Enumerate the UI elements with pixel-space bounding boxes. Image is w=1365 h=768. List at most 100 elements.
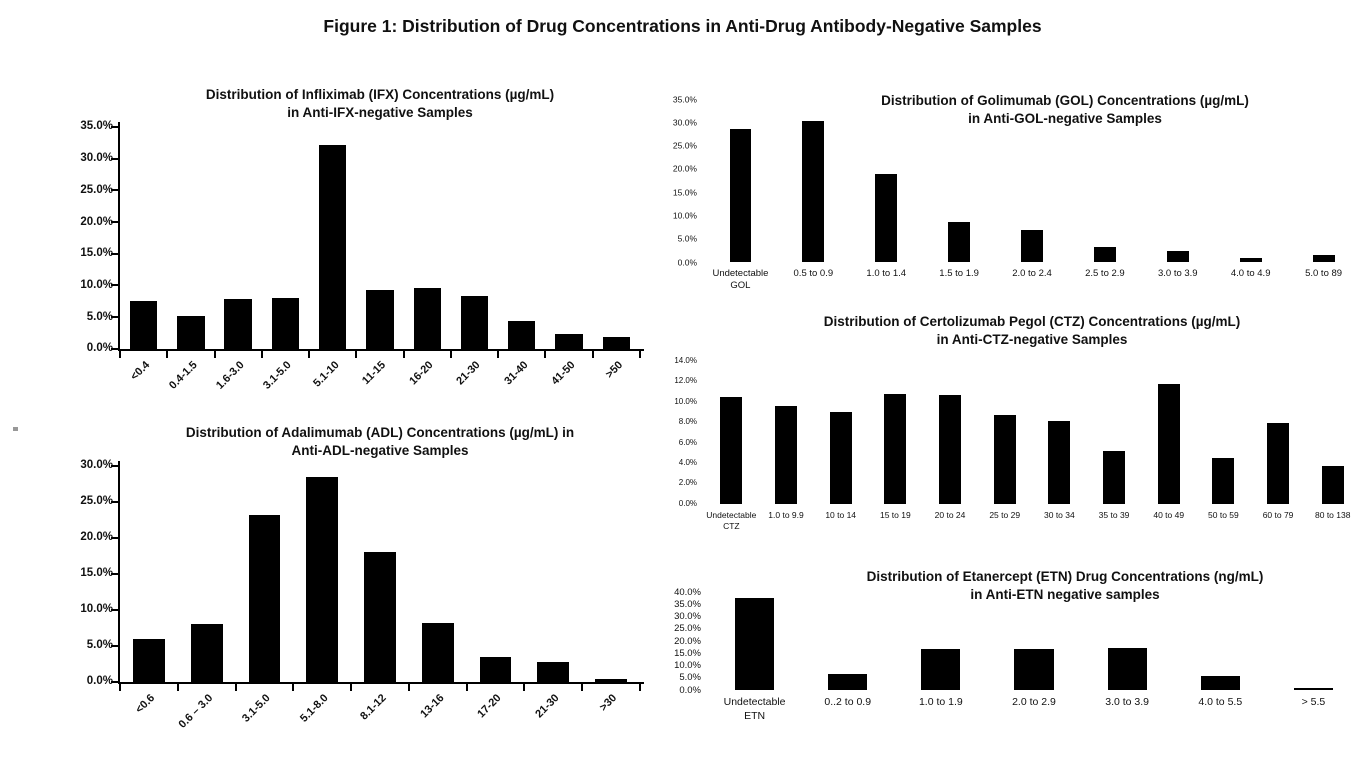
ctz-plot [704, 361, 1360, 504]
bar-slot [120, 127, 167, 349]
x-category-label: <0.6 [133, 691, 158, 716]
y-tick-label: 35.0% [674, 598, 701, 610]
x-axis-tick [234, 683, 237, 691]
x-axis-tick [449, 350, 452, 358]
x-category-label: 5.1-10 [310, 358, 342, 390]
gol-plot [704, 99, 1360, 262]
x-axis-tick [260, 350, 263, 358]
etn-bar-1 [828, 673, 868, 690]
x-axis-tick [639, 683, 641, 691]
x-axis-tick [166, 350, 169, 358]
gol-bar-1 [802, 121, 825, 262]
x-axis-tick [639, 350, 641, 358]
ctz-bar-0 [720, 396, 743, 504]
y-tick-label: 15.0% [672, 186, 697, 197]
ifx-bar-10 [602, 336, 630, 349]
ctz-bar-5 [993, 415, 1016, 504]
adl-chart-title: Distribution of Adalimumab (ADL) Concent… [120, 424, 640, 460]
bar-slot [813, 361, 868, 504]
ctz-bar-2 [829, 411, 852, 504]
bar-slot [777, 99, 850, 262]
x-category-label: 5.1-8.0 [298, 691, 331, 725]
x-category-label: 20 to 24 [934, 509, 966, 520]
x-category-label: 1.0 to 9.9 [768, 509, 804, 520]
x-axis-line [118, 348, 644, 351]
y-axis-tick [111, 316, 120, 319]
x-category-label: 41-50 [549, 358, 578, 388]
gol-plot-region: 0.0% 5.0% 10.0% 15.0% 20.0% 25.0% 30.0% 35.0% Un… [660, 95, 1360, 298]
etn-bar-6 [1293, 687, 1333, 690]
ifx-bar-chart: Distribution of Infliximab (IFX) Concent… [36, 86, 644, 409]
gol-bar-chart: Distribution of Golimumab (GOL) Concentr… [660, 90, 1360, 298]
bar-slot [850, 99, 923, 262]
etn-bar-chart: Distribution of Etanercept (ETN) Drug Co… [660, 568, 1360, 732]
y-tick-label: 35.0% [80, 120, 113, 133]
gol-chart-title: Distribution of Golimumab (GOL) Concentr… [770, 92, 1360, 128]
y-tick-label: 20.0% [674, 635, 701, 647]
x-axis-tick [497, 350, 500, 358]
adl-plot [111, 460, 644, 691]
y-axis-line [118, 460, 120, 684]
bar-slot [498, 127, 545, 349]
etn-title-line1: Distribution of Etanercept (ETN) Drug Co… [866, 569, 1264, 584]
bar-slot [1068, 99, 1141, 262]
gol-bar-8 [1312, 254, 1335, 262]
x-axis-tick [350, 683, 353, 691]
y-tick-label: 0.0% [678, 498, 697, 508]
x-category-label: 11-15 [360, 358, 389, 387]
x-category-label: 30 to 34 [1044, 509, 1075, 520]
x-category-label: 1.6-3.0 [213, 358, 247, 392]
etn-bar-5 [1200, 676, 1240, 690]
y-tick-label: 20.0% [80, 215, 113, 228]
ifx-chart-title: Distribution of Infliximab (IFX) Concent… [120, 86, 640, 122]
etn-plot-region: 0.0% 5.0% 10.0% 15.0% 20.0% 25.0% 30.0% 35.0% 40… [660, 587, 1360, 732]
x-category-label: 21-30 [454, 358, 483, 388]
y-tick-label: 15.0% [674, 647, 701, 659]
x-category-label: Undetectable CTZ [706, 509, 757, 531]
bar-slot [1214, 99, 1287, 262]
ifx-title-line1: Distribution of Infliximab (IFX) Concent… [205, 87, 555, 102]
bar-slot [262, 127, 309, 349]
ctz-bar-9 [1212, 457, 1235, 504]
bar-slot [704, 361, 759, 504]
x-axis-tick [213, 350, 216, 358]
y-axis-tick [111, 284, 120, 287]
etn-x-axis: Undetectable ETN 0..2 to 0.9 1.0 to 1.9 2.0… [708, 690, 1360, 732]
etn-bar-0 [735, 598, 775, 690]
y-tick-label: 12.0% [674, 376, 697, 386]
y-tick-label: 0.0% [679, 684, 701, 696]
ctz-bar-chart: Distribution of Certolizumab Pegol (CTZ)… [660, 313, 1360, 540]
y-tick-label: 10.0% [674, 659, 701, 671]
bar-slot [545, 127, 592, 349]
x-category-label: 1.0 to 1.9 [918, 696, 963, 708]
gol-bar-3 [948, 222, 971, 262]
bar-slot [704, 99, 777, 262]
gol-bar-4 [1021, 230, 1043, 262]
etn-chart-title: Distribution of Etanercept (ETN) Drug Co… [770, 568, 1360, 604]
y-tick-label: 35.0% [672, 93, 697, 104]
ctz-bar-8 [1157, 384, 1180, 504]
bar-slot [524, 466, 582, 682]
adl-plot-region: 0.0% 5.0% 10.0% 15.0% 20.0% 25.0% 30.0% <0.6 0.6… [36, 460, 644, 758]
bar-slot [404, 127, 451, 349]
bar-slot [1032, 361, 1087, 504]
ifx-x-axis: <0.4 0.4-1.5 1.6-3.0 3.1-5.0 5.1-10 11-15 16-2… [120, 349, 640, 409]
y-tick-label: 30.0% [80, 459, 113, 472]
x-axis-tick [119, 350, 121, 358]
ctz-bar-1 [775, 405, 797, 504]
x-category-label: 0..2 to 0.9 [824, 696, 872, 708]
x-category-label: 1.5 to 1.9 [939, 268, 979, 279]
gol-bar-2 [875, 174, 898, 262]
y-axis-tick [111, 189, 120, 192]
y-tick-label: 10.0% [80, 603, 113, 616]
bar-slot [351, 466, 409, 682]
adl-bar-6 [479, 657, 512, 682]
y-tick-label: 8.0% [678, 417, 697, 427]
y-tick-label: 30.0% [80, 151, 113, 164]
adl-bar-5 [421, 622, 454, 682]
x-axis-tick [591, 350, 594, 358]
y-tick-label: 30.0% [672, 117, 697, 128]
y-tick-label: 0.0% [677, 256, 697, 267]
bar-slot [451, 127, 498, 349]
bar-slot [409, 466, 467, 682]
